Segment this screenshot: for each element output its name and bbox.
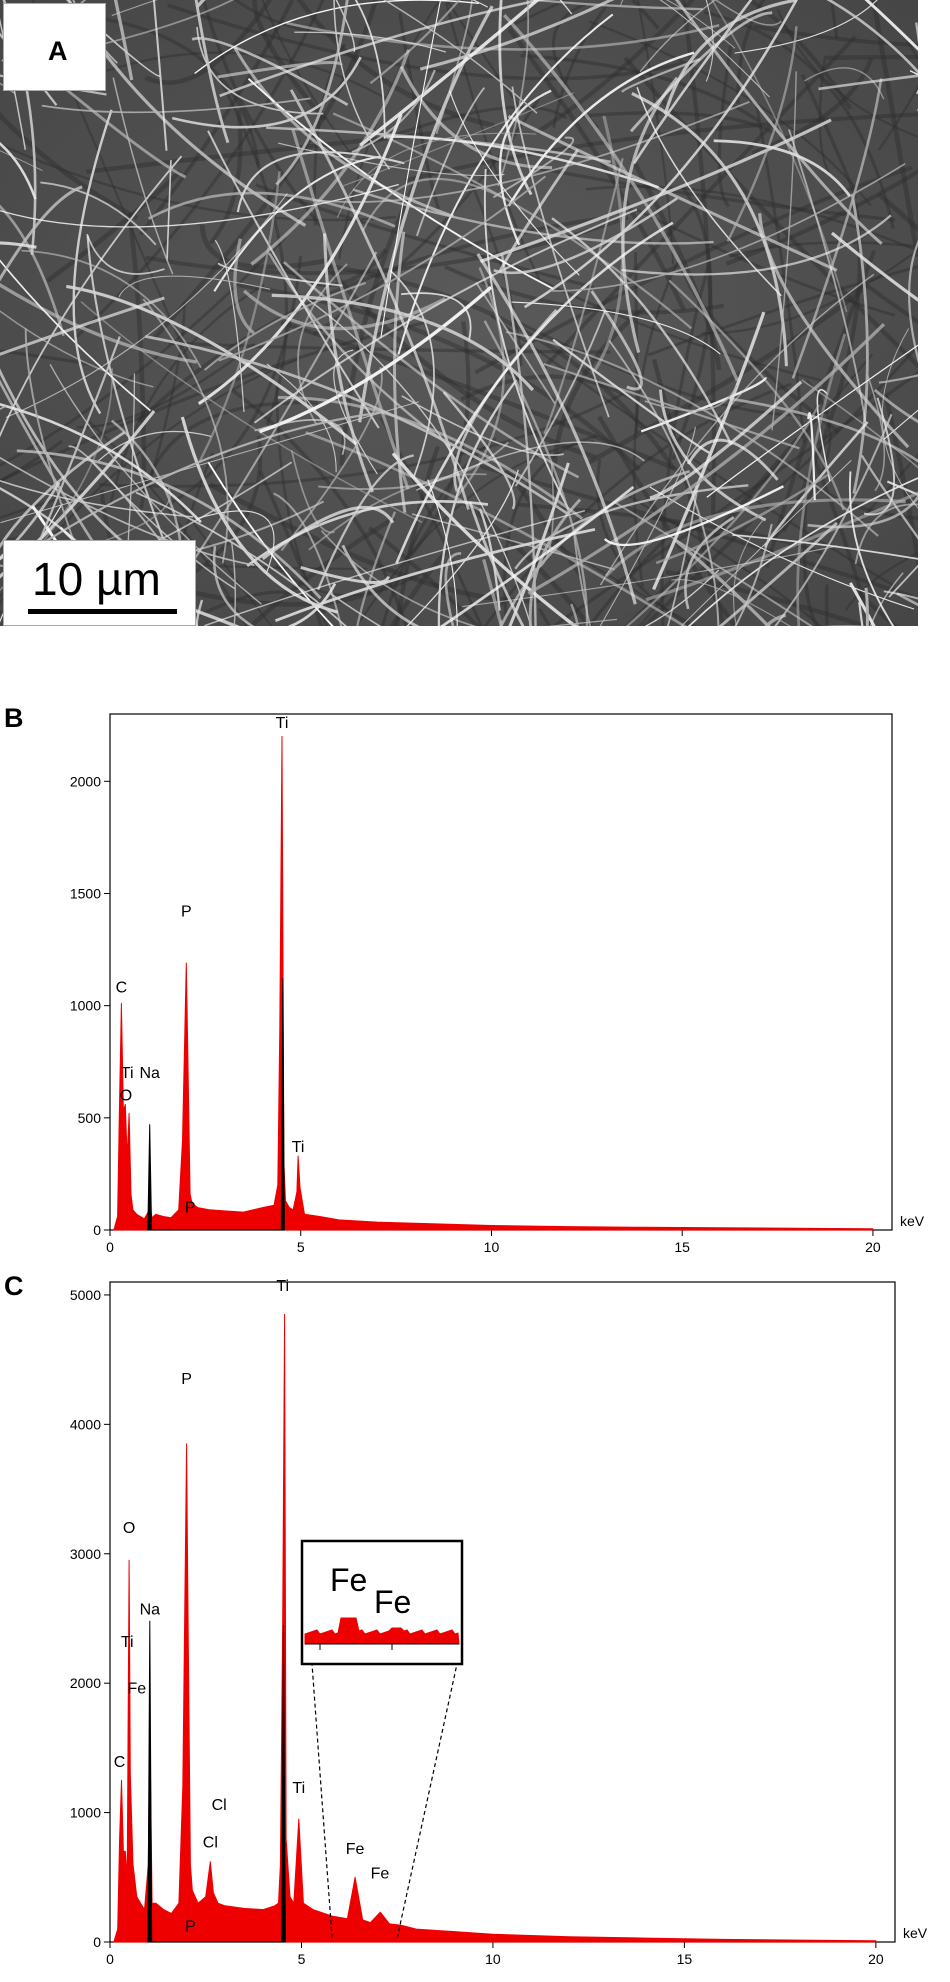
y-tick-label: 1000 xyxy=(70,998,101,1014)
y-tick-label: 500 xyxy=(78,1110,102,1126)
peak-label: P xyxy=(185,1200,196,1217)
peak-label: O xyxy=(123,1520,135,1537)
x-axis-unit-label: keV xyxy=(903,1925,928,1941)
peak-label: Fe xyxy=(371,1865,390,1882)
peak-label: P xyxy=(181,1371,192,1388)
y-tick-label: 0 xyxy=(93,1222,101,1238)
peak-label: P xyxy=(185,1919,196,1936)
peak-label: Fe xyxy=(346,1841,365,1858)
peak-label: Fe xyxy=(127,1680,146,1697)
x-tick-label: 0 xyxy=(106,1239,114,1255)
overlay-series xyxy=(147,1620,286,1943)
scale-bar-label: 10 µm xyxy=(32,553,161,605)
x-tick-label: 5 xyxy=(298,1951,306,1967)
peak-label: Ti xyxy=(292,1139,305,1156)
sem-micrograph: A 10 µm xyxy=(0,0,918,626)
y-tick-label: 2000 xyxy=(70,773,101,789)
x-tick-label: 10 xyxy=(484,1239,500,1255)
y-tick-label: 4000 xyxy=(70,1416,101,1432)
nanowire-network-image xyxy=(0,0,918,626)
eds-spectrum-b: 0 5 10 15 20 0 500 1000 1500 2000 keV C Ti Na O P P Ti Ti xyxy=(70,713,925,1255)
y-tick-label: 1000 xyxy=(70,1805,101,1821)
x-tick-label: 15 xyxy=(677,1951,693,1967)
x-tick-label: 20 xyxy=(865,1239,881,1255)
peak-label: Ti xyxy=(121,1065,134,1082)
y-tick-label: 3000 xyxy=(70,1546,101,1562)
inset-connector-right xyxy=(396,1663,458,1939)
panel-a-label: A xyxy=(48,36,68,66)
spectrum-series xyxy=(113,735,874,1231)
plot-frame xyxy=(109,713,893,1231)
peak-label: Ti xyxy=(292,1780,305,1797)
peak-label: C xyxy=(116,980,128,997)
y-tick-label: 5000 xyxy=(70,1287,101,1303)
peak-label: Ti xyxy=(276,715,289,732)
peak-label: Cl xyxy=(203,1834,218,1851)
spectrum-series xyxy=(113,1313,877,1943)
x-tick-label: 15 xyxy=(674,1239,690,1255)
inset-peak-label: Fe xyxy=(374,1584,411,1620)
x-tick-label: 10 xyxy=(485,1951,501,1967)
panel-c-label: C xyxy=(4,1271,24,1301)
x-axis-unit-label: keV xyxy=(900,1213,925,1229)
eds-spectrum-c: 0 5 10 15 20 0 1000 2000 3000 4000 5000 keV C O Ti Na Fe… xyxy=(70,1278,928,1967)
y-tick-label: 0 xyxy=(93,1934,101,1950)
plot-frame xyxy=(109,1281,896,1943)
panel-b-label: B xyxy=(4,703,24,733)
inset-connector-left xyxy=(311,1663,333,1939)
peak-label: Na xyxy=(140,1601,161,1618)
inset-spectrum xyxy=(304,1617,460,1645)
inset-peak-label: Fe xyxy=(330,1562,367,1598)
peak-label: O xyxy=(120,1087,132,1104)
scale-bar-line xyxy=(28,609,177,614)
panel-a-label-box: A xyxy=(3,3,106,91)
peak-label: P xyxy=(181,903,192,920)
overlay-series xyxy=(147,978,285,1231)
x-tick-label: 0 xyxy=(106,1951,114,1967)
y-tick-label: 2000 xyxy=(70,1675,101,1691)
peak-label: C xyxy=(114,1754,126,1771)
scale-bar: 10 µm xyxy=(3,540,196,626)
peak-label: Ti xyxy=(276,1278,289,1295)
y-tick-label: 1500 xyxy=(70,885,101,901)
peak-label: Cl xyxy=(212,1797,227,1814)
peak-label: Ti xyxy=(121,1634,134,1651)
x-tick-label: 20 xyxy=(868,1951,884,1967)
x-tick-label: 5 xyxy=(297,1239,305,1255)
peak-label: Na xyxy=(139,1065,160,1082)
